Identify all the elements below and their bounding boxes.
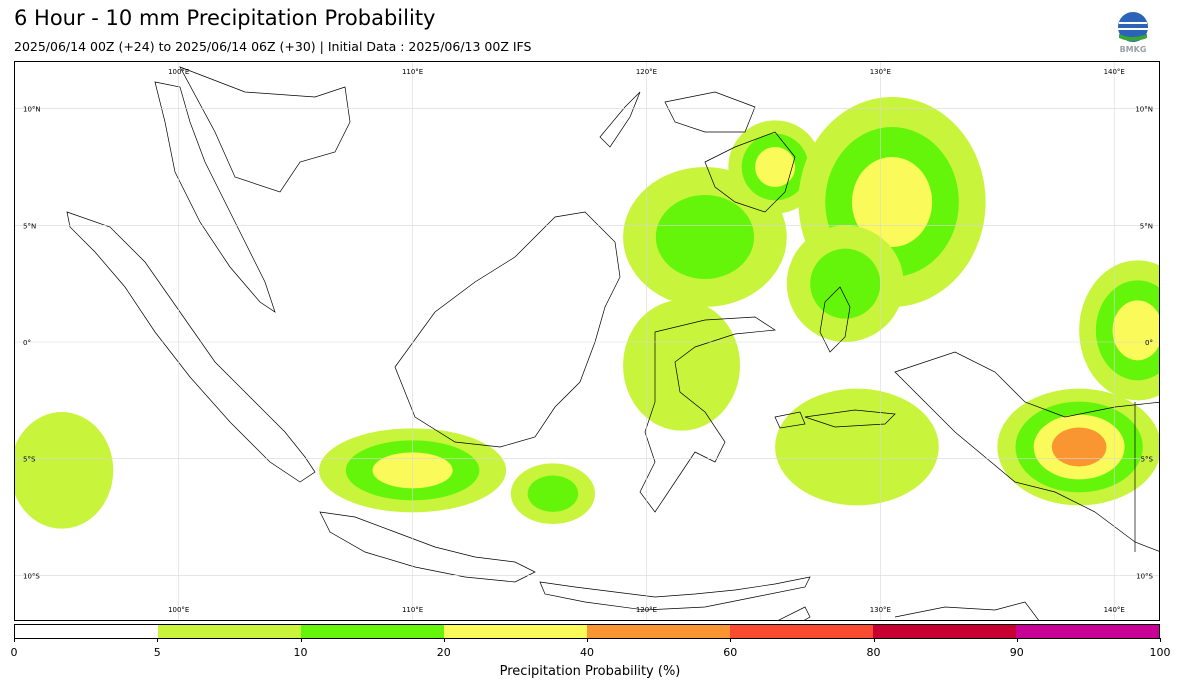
precip-area-sulawesi-level-1	[623, 300, 741, 431]
precip-area-philippine-sea-level-3	[851, 157, 933, 247]
colorbar-segment	[587, 625, 730, 638]
coast-visayas	[664, 91, 756, 133]
precip-area-bali-sea-level-2	[527, 475, 579, 512]
lat-label-left: 5°N	[23, 222, 36, 230]
map-canvas: 100°E 100°E 110°E 110°E 120°E 120°E 130°E 130°E…	[15, 62, 1159, 620]
lat-label-right: 0°	[1145, 339, 1153, 347]
colorbar-tick-label: 10	[293, 646, 308, 659]
coast-new-guinea	[894, 351, 1159, 552]
coast-australia	[894, 601, 1039, 620]
coast-lesser-sunda	[539, 576, 811, 611]
lon-label-bottom: 100°E	[168, 606, 189, 614]
coast-palawan	[599, 91, 641, 148]
colorbar-tick-mark	[300, 638, 302, 642]
precip-area-papua-level-4	[1051, 427, 1107, 467]
lat-label-left: 5°S	[23, 456, 36, 464]
colorbar-tick-label: 0	[10, 646, 18, 659]
colorbar-label: Precipitation Probability (%)	[499, 664, 681, 679]
coast-timor	[778, 606, 811, 620]
colorbar-tick-mark	[587, 638, 588, 642]
colorbar-segment	[444, 625, 587, 638]
lat-label-right: 5°S	[1141, 456, 1154, 464]
colorbar-tick-mark	[157, 638, 159, 642]
colorbar-tick-label: 90	[1009, 646, 1024, 659]
logo-text: BMKG	[1120, 45, 1147, 54]
colorbar-segment	[730, 625, 873, 638]
precip-area-mindanao-level-3	[755, 147, 796, 187]
colorbar-tick-label: 5	[153, 646, 161, 659]
colorbar-tick-label: 80	[866, 646, 881, 659]
precipitation-layer	[15, 97, 1159, 529]
lon-label-top: 140°E	[1104, 68, 1125, 76]
lon-label-top: 120°E	[636, 68, 657, 76]
bmkg-emblem-icon: BMKG	[1118, 12, 1148, 54]
colorbar-tick-label: 100	[1149, 646, 1171, 659]
coast-borneo	[394, 211, 621, 448]
lon-label-bottom: 140°E	[1104, 606, 1125, 614]
colorbar-tick-mark	[443, 638, 445, 642]
precip-area-east-equator-level-3	[1112, 300, 1159, 361]
coast-sulawesi	[639, 316, 777, 513]
lat-label-right: 10°N	[1135, 106, 1153, 114]
precipitation-map: 100°E 100°E 110°E 110°E 120°E 120°E 130°E 130°E…	[14, 61, 1160, 621]
coastline-layer	[66, 66, 1159, 620]
colorbar-tick-mark	[1016, 638, 1018, 642]
lat-label-right: 5°N	[1140, 222, 1153, 230]
lat-label-left: 10°S	[23, 572, 40, 580]
map-subtitle: 2025/06/14 00Z (+24) to 2025/06/14 06Z (…	[14, 39, 532, 54]
coast-sumatra	[66, 211, 316, 483]
lat-label-left: 0°	[23, 339, 31, 347]
grid-label-layer: 100°E 100°E 110°E 110°E 120°E 120°E 130°E 130°E…	[23, 68, 1154, 614]
coast-mindanao	[704, 131, 796, 213]
lon-label-top: 130°E	[870, 68, 891, 76]
precip-area-banda-sea-level-1	[775, 388, 939, 506]
colorbar-segment	[158, 625, 301, 638]
colorbar-segment	[15, 625, 158, 638]
colorbar-tick-label: 40	[580, 646, 594, 659]
precip-area-indian-ocean-level-1	[15, 412, 114, 529]
lon-label-bottom: 130°E	[870, 606, 891, 614]
lon-label-top: 110°E	[402, 68, 423, 76]
precip-area-halmahera-level-2	[810, 248, 881, 319]
lon-label-top: 100°E	[168, 68, 189, 76]
precip-area-borneo-north-sea-level-2	[655, 195, 755, 279]
coast-seram	[804, 409, 896, 428]
coast-buru	[774, 411, 806, 429]
colorbar-segment	[873, 625, 1016, 638]
colorbar-tick-label: 60	[723, 646, 738, 659]
gridline-layer	[15, 62, 1159, 620]
colorbar-segment	[1016, 625, 1159, 638]
coast-java	[319, 511, 536, 583]
lon-label-bottom: 110°E	[402, 606, 423, 614]
colorbar-segment	[301, 625, 444, 638]
coast-malay-peninsula	[154, 81, 276, 313]
colorbar-tick-mark	[873, 638, 875, 642]
colorbar-tick-mark	[730, 638, 732, 642]
colorbar-tick-mark	[14, 638, 15, 642]
coast-halmahera	[819, 286, 851, 353]
bmkg-logo: BMKG	[1110, 10, 1156, 56]
lat-label-left: 10°N	[23, 106, 41, 114]
map-title: 6 Hour - 10 mm Precipitation Probability	[14, 6, 436, 30]
colorbar-tick-label: 20	[436, 646, 451, 659]
colorbar-tick-mark	[1160, 638, 1161, 642]
lat-label-right: 10°S	[1136, 572, 1153, 580]
lon-label-bottom: 120°E	[636, 606, 657, 614]
colorbar	[14, 624, 1160, 639]
coast-indochina	[179, 66, 351, 193]
